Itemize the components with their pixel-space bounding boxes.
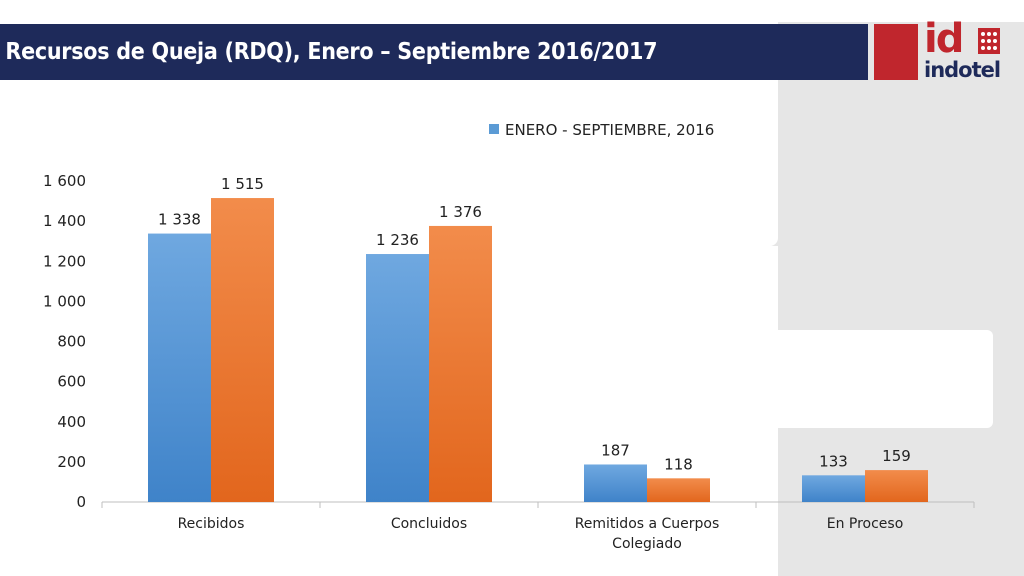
bar-2017: [211, 198, 274, 502]
bar-2016: [366, 254, 429, 502]
logo-red-block: [874, 24, 918, 80]
indotel-logo: id indotel: [922, 16, 1002, 84]
y-tick-label: 1 600: [43, 172, 86, 190]
y-tick-label: 0: [76, 493, 86, 511]
y-tick-label: 400: [57, 413, 86, 431]
data-label: 1 338: [158, 211, 201, 229]
data-label: 187: [601, 441, 630, 459]
x-category-label: Concluidos: [391, 516, 467, 532]
logo-mark: id: [924, 16, 964, 62]
data-label: 118: [664, 455, 693, 473]
logo-keypad-icon: [978, 28, 1000, 54]
y-tick-label: 1 400: [43, 212, 86, 230]
data-label: 133: [819, 452, 848, 470]
bar-2017: [647, 478, 710, 502]
x-category-label: Colegiado: [612, 536, 682, 552]
top-strip: [0, 0, 1024, 22]
x-category-label: Remitidos a Cuerpos: [575, 516, 720, 532]
data-label: 1 376: [439, 203, 482, 221]
logo-name: indotel: [924, 58, 1001, 82]
page-title: Recursos de Queja (RDQ), Enero – Septiem…: [5, 39, 658, 65]
y-tick-label: 200: [57, 453, 86, 471]
bar-2016: [584, 464, 647, 502]
bar-2016: [802, 475, 865, 502]
y-tick-label: 1 000: [43, 292, 86, 310]
y-tick-label: 600: [57, 373, 86, 391]
decor-panel-box: [726, 330, 993, 428]
data-label: 1 236: [376, 231, 419, 249]
chart-bars: 1 338 1 236 187 133 1 515 1 376 118 159: [148, 175, 928, 502]
x-category-label: Recibidos: [178, 516, 245, 532]
bar-2016: [148, 233, 211, 502]
y-tick-label: 800: [57, 333, 86, 351]
x-category-label: En Proceso: [827, 516, 904, 532]
legend-swatch-2016: [489, 124, 499, 134]
chart-legend: ENERO - SEPTIEMBRE, 2016: [489, 121, 714, 139]
data-label: 159: [882, 447, 911, 465]
bar-2017: [865, 470, 928, 502]
y-tick-label: 1 200: [43, 252, 86, 270]
bar-2017: [429, 225, 492, 502]
legend-label-2016: ENERO - SEPTIEMBRE, 2016: [505, 121, 714, 139]
title-bar: Recursos de Queja (RDQ), Enero – Septiem…: [0, 24, 868, 80]
data-label: 1 515: [221, 175, 264, 193]
